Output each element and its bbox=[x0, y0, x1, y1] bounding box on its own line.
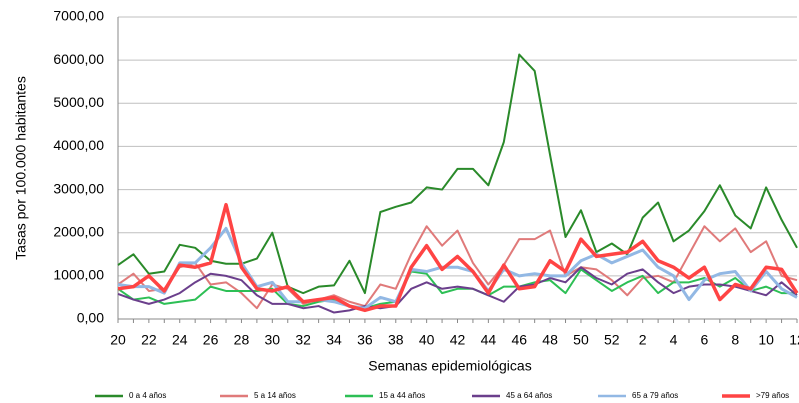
x-tick-label: 36 bbox=[357, 332, 373, 348]
y-tick-label: 4000,00 bbox=[53, 137, 104, 153]
x-tick-label: 28 bbox=[234, 332, 250, 348]
x-tick-label: 26 bbox=[203, 332, 219, 348]
y-tick-label: 7000,00 bbox=[53, 8, 104, 24]
x-tick-label: 32 bbox=[295, 332, 311, 348]
y-axis-label: Tasas por 100.000 habitantes bbox=[13, 76, 29, 260]
y-tick-label: 2000,00 bbox=[53, 223, 104, 239]
y-tick-label: 0,00 bbox=[77, 310, 104, 326]
x-tick-label: 44 bbox=[481, 332, 497, 348]
x-tick-label: 34 bbox=[326, 332, 342, 348]
x-tick-label: 52 bbox=[604, 332, 620, 348]
legend-label: 5 a 14 años bbox=[254, 391, 296, 400]
x-axis-label: Semanas epidemiológicas bbox=[368, 358, 531, 374]
x-tick-label: 12 bbox=[789, 332, 799, 348]
series-line bbox=[117, 202, 799, 313]
x-tick-label: 46 bbox=[511, 332, 527, 348]
legend-label: 65 a 79 años bbox=[632, 391, 678, 400]
x-tick-label: 8 bbox=[731, 332, 739, 348]
x-tick-label: 6 bbox=[701, 332, 709, 348]
x-tick-label: 24 bbox=[172, 332, 188, 348]
y-tick-label: 5000,00 bbox=[53, 94, 104, 110]
x-tick-label: 38 bbox=[388, 332, 404, 348]
series-line bbox=[117, 226, 798, 310]
x-tick-label: 4 bbox=[670, 332, 678, 348]
y-tick-label: 3000,00 bbox=[53, 180, 104, 196]
x-tick-label: 10 bbox=[758, 332, 774, 348]
legend-label: >79 años bbox=[756, 391, 789, 400]
x-tick-label: 2 bbox=[639, 332, 647, 348]
y-tick-label: 1000,00 bbox=[53, 267, 104, 283]
legend-label: 45 a 64 años bbox=[506, 391, 552, 400]
x-tick-label: 50 bbox=[573, 332, 589, 348]
legend-label: 15 a 44 años bbox=[379, 391, 425, 400]
series-line bbox=[117, 53, 798, 295]
x-tick-label: 48 bbox=[542, 332, 558, 348]
x-tick-label: 30 bbox=[265, 332, 281, 348]
x-tick-label: 22 bbox=[141, 332, 157, 348]
series-line bbox=[117, 225, 798, 310]
x-tick-label: 20 bbox=[110, 332, 126, 348]
x-tick-label: 40 bbox=[419, 332, 435, 348]
series-line bbox=[117, 266, 798, 314]
x-tick-label: 42 bbox=[450, 332, 466, 348]
series-line bbox=[117, 268, 797, 310]
y-tick-label: 6000,00 bbox=[53, 51, 104, 67]
legend-label: 0 a 4 años bbox=[129, 391, 166, 400]
